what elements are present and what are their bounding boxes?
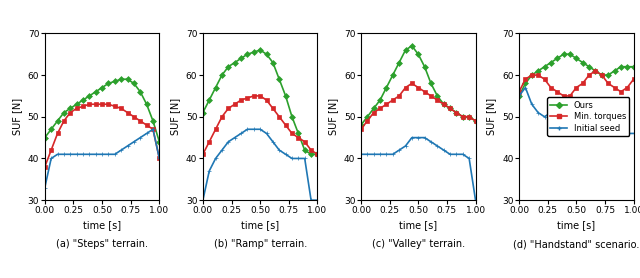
Text: (c) "Valley" terrain.: (c) "Valley" terrain. xyxy=(372,239,465,249)
Text: (d) "Handstand" scenario.: (d) "Handstand" scenario. xyxy=(513,239,639,249)
Y-axis label: SUF [N]: SUF [N] xyxy=(170,98,180,135)
X-axis label: time [s]: time [s] xyxy=(557,220,595,230)
Y-axis label: SUF [N]: SUF [N] xyxy=(328,98,339,135)
Text: (b) "Ramp" terrain.: (b) "Ramp" terrain. xyxy=(214,239,307,249)
Text: (a) "Steps" terrain.: (a) "Steps" terrain. xyxy=(56,239,148,249)
X-axis label: time [s]: time [s] xyxy=(241,220,279,230)
Y-axis label: SUF [N]: SUF [N] xyxy=(12,98,22,135)
X-axis label: time [s]: time [s] xyxy=(399,220,437,230)
Y-axis label: SUF [N]: SUF [N] xyxy=(486,98,497,135)
Legend: Ours, Min. torques, Initial seed: Ours, Min. torques, Initial seed xyxy=(547,97,629,136)
X-axis label: time [s]: time [s] xyxy=(83,220,121,230)
